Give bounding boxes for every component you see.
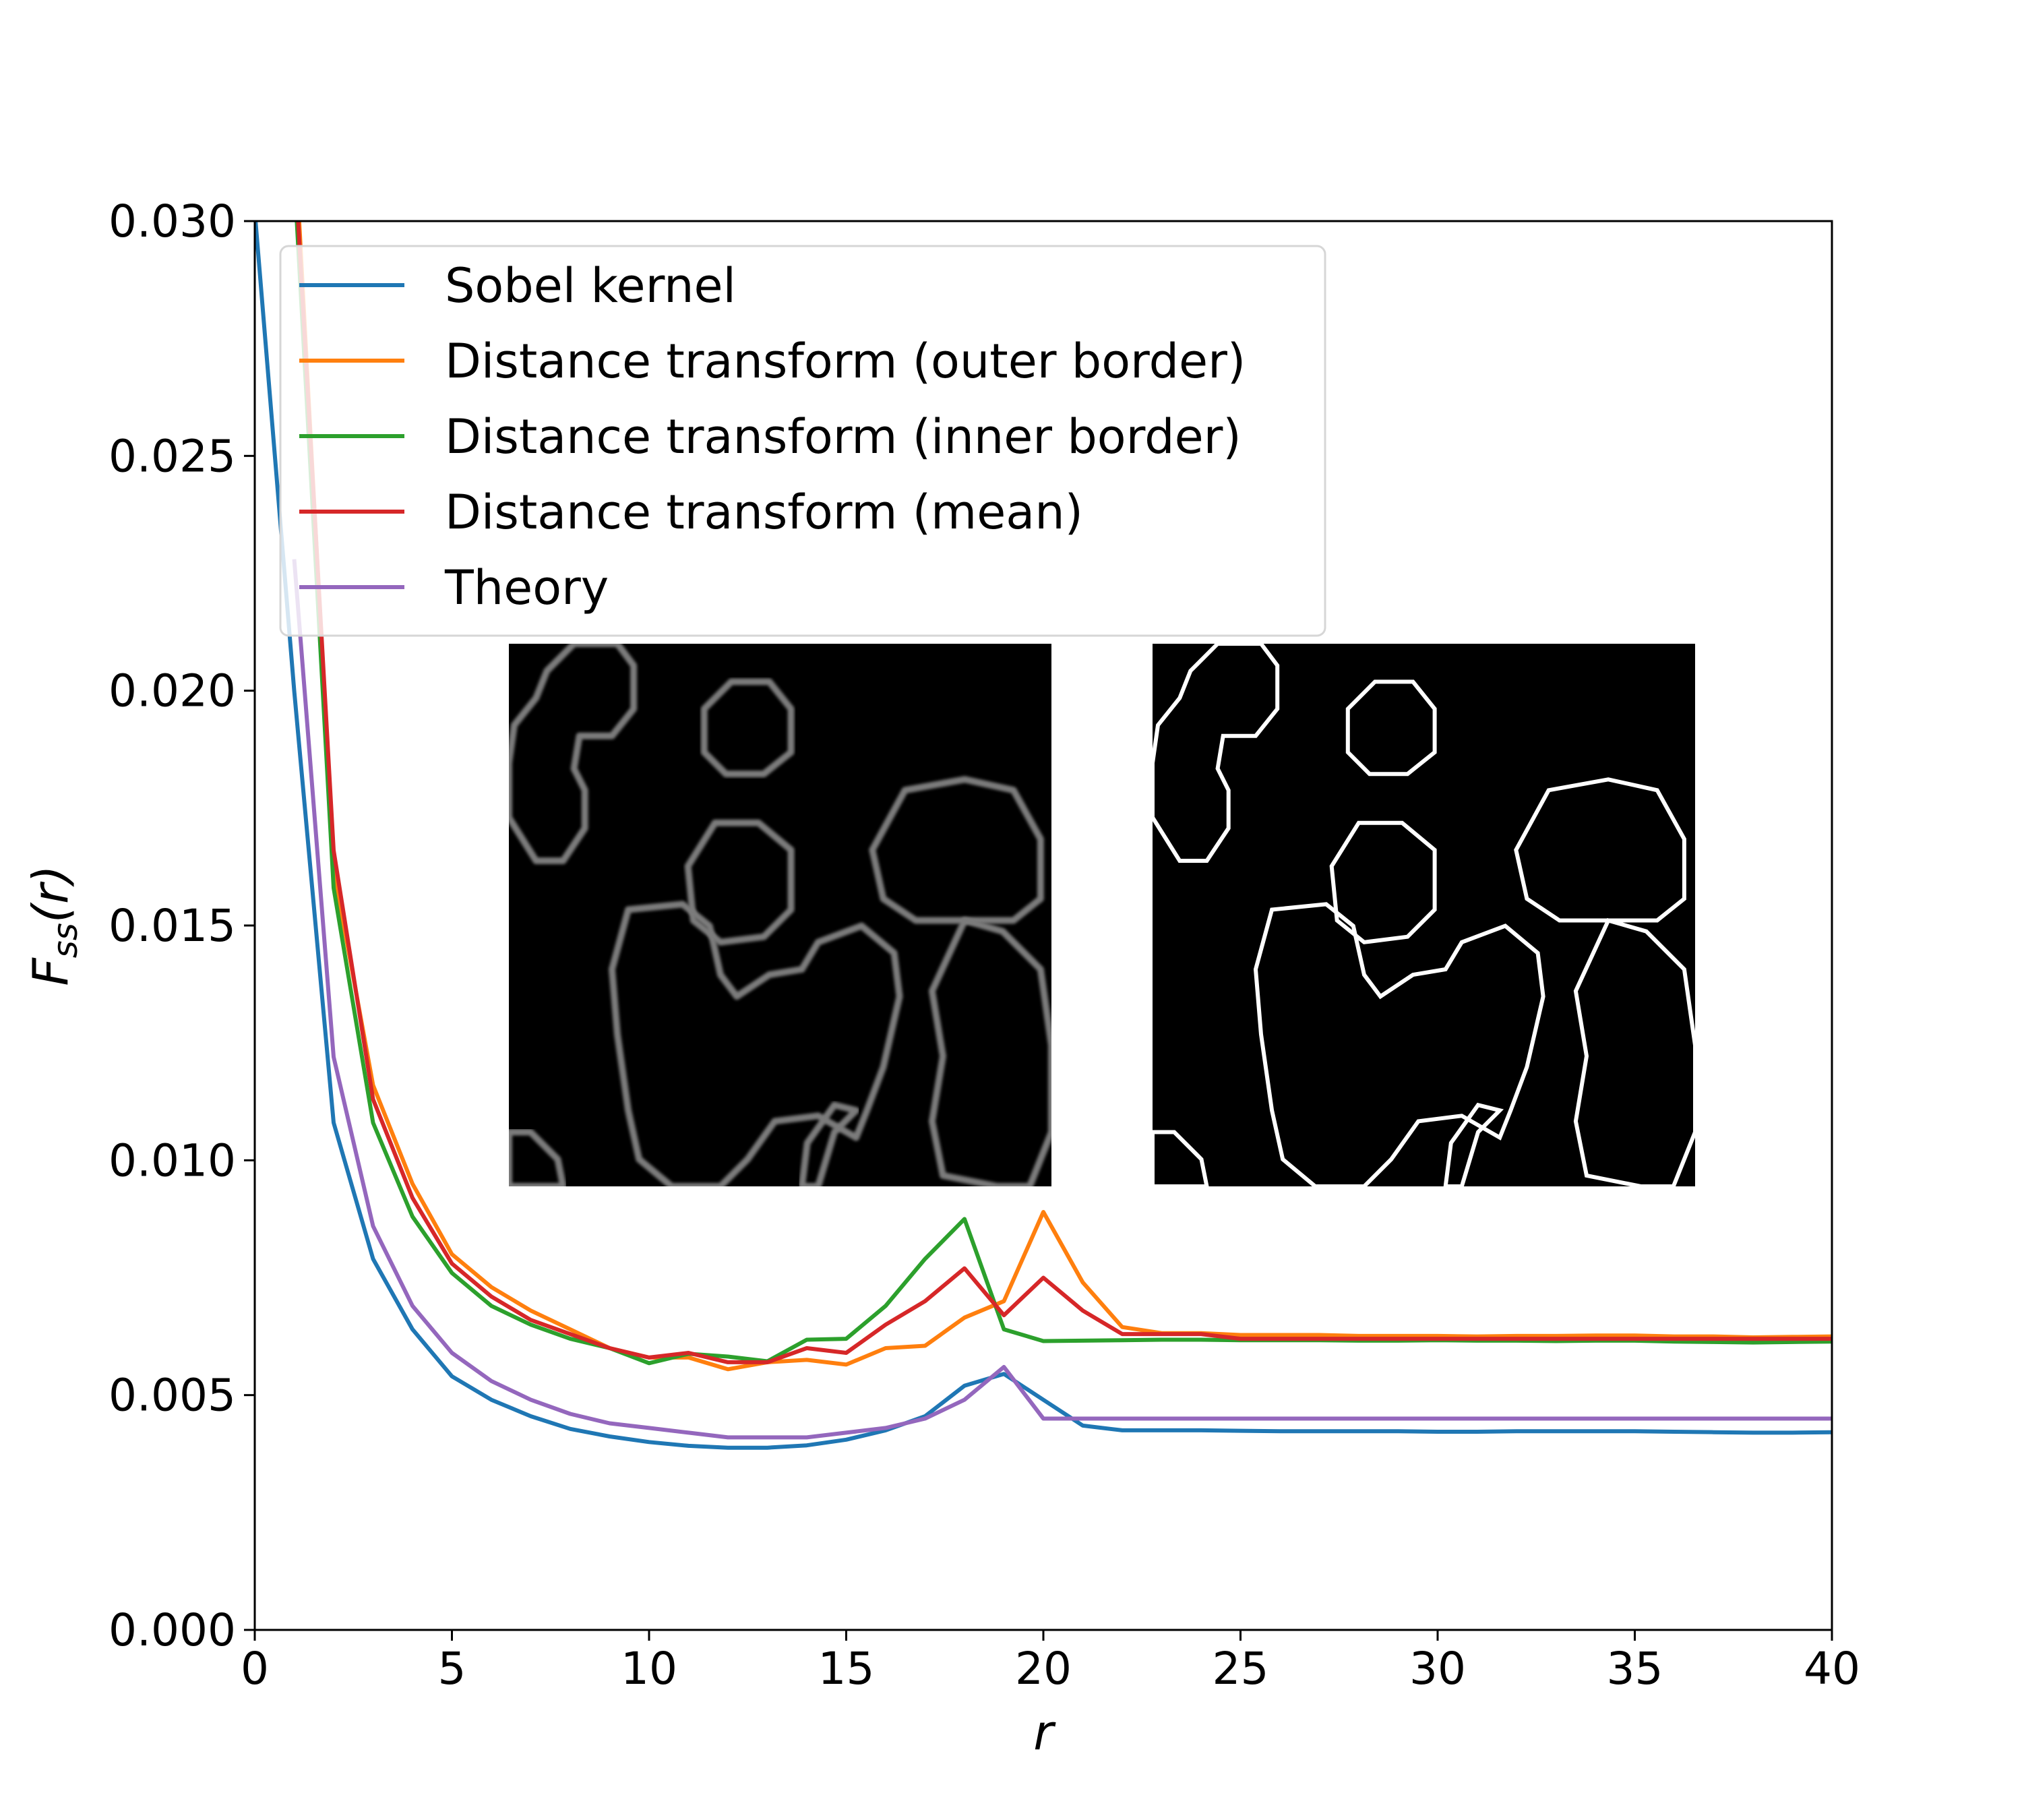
x-tick-label: 5 — [438, 1643, 466, 1695]
x-tick-label: 40 — [1804, 1643, 1860, 1695]
inset-background — [509, 644, 1051, 1186]
series-line-distance-transform-mean — [296, 221, 1832, 1364]
inset-images — [509, 644, 1695, 1186]
inset-outline-shape — [1345, 679, 1437, 777]
inset-outline-shape — [509, 644, 638, 864]
inset-outline-shape — [700, 678, 795, 778]
inset-outline-shape — [1329, 820, 1437, 944]
series-layer — [255, 221, 1832, 1450]
inset-outline-shape — [1153, 644, 1280, 863]
inset-white-border-map — [1153, 644, 1695, 1186]
y-tick-label: 0.005 — [109, 1370, 236, 1422]
y-axis-label: Fss(r) — [22, 865, 85, 985]
inset-outline-shape — [928, 917, 1051, 1186]
x-tick-label: 25 — [1213, 1643, 1269, 1695]
y-tick-label: 0.030 — [109, 195, 236, 247]
inset-outline-shape — [609, 901, 903, 1186]
legend-label: Sobel kernel — [445, 258, 736, 313]
y-axis-label-suffix: (r) — [22, 865, 79, 923]
y-tick-label: 0.010 — [109, 1134, 236, 1186]
inset-gray-border-map — [509, 644, 1051, 1186]
x-tick-label: 35 — [1607, 1643, 1663, 1695]
legend-label: Theory — [444, 560, 609, 615]
inset-outline-shape — [1514, 777, 1686, 923]
inset-outline-shape — [509, 1128, 567, 1186]
inset-outline-shape — [1253, 902, 1545, 1186]
y-axis-label-base: F — [22, 957, 79, 986]
inset-outline-shape — [798, 1101, 860, 1186]
legend-label: Distance transform (mean) — [445, 485, 1083, 540]
inset-outlines — [1153, 644, 1695, 1186]
x-tick-label: 10 — [621, 1643, 677, 1695]
y-tick-label: 0.015 — [109, 900, 236, 952]
series-line-sobel-kernel — [255, 221, 1832, 1450]
x-tick-label: 20 — [1015, 1643, 1072, 1695]
series-line-theory — [292, 559, 1832, 1440]
inset-outline-shape — [869, 776, 1044, 924]
y-tick-label: 0.000 — [109, 1604, 236, 1656]
inset-outline-shape — [1443, 1102, 1504, 1186]
series-line-distance-transform-inner-border — [295, 221, 1832, 1366]
x-axis-label: r — [1033, 1704, 1056, 1761]
inset-outline-shape — [1153, 1130, 1209, 1186]
inset-background — [1153, 644, 1695, 1186]
y-tick-label: 0.020 — [109, 665, 236, 717]
x-tick-label: 0 — [241, 1643, 269, 1695]
inset-outline-shape — [684, 819, 795, 946]
x-tick-label: 30 — [1409, 1643, 1466, 1695]
legend: Sobel kernel Distance transform (outer bo… — [279, 245, 1326, 637]
y-tick-label: 0.025 — [109, 430, 236, 482]
legend-label: Distance transform (inner border) — [445, 409, 1242, 464]
y-axis-label-subscript: ss — [46, 923, 85, 958]
legend-box — [279, 245, 1326, 637]
x-tick-label: 15 — [818, 1643, 875, 1695]
inset-outlines — [509, 644, 1051, 1186]
legend-label: Distance transform (outer border) — [445, 334, 1246, 389]
inset-outline-shape — [1573, 917, 1695, 1186]
axis-ticks: 0 5 10 15 20 25 30 35 40 0.000 0.005 0.010 0.015 0.02… — [109, 195, 1860, 1695]
series-line-distance-transform-outer-border — [297, 221, 1832, 1372]
